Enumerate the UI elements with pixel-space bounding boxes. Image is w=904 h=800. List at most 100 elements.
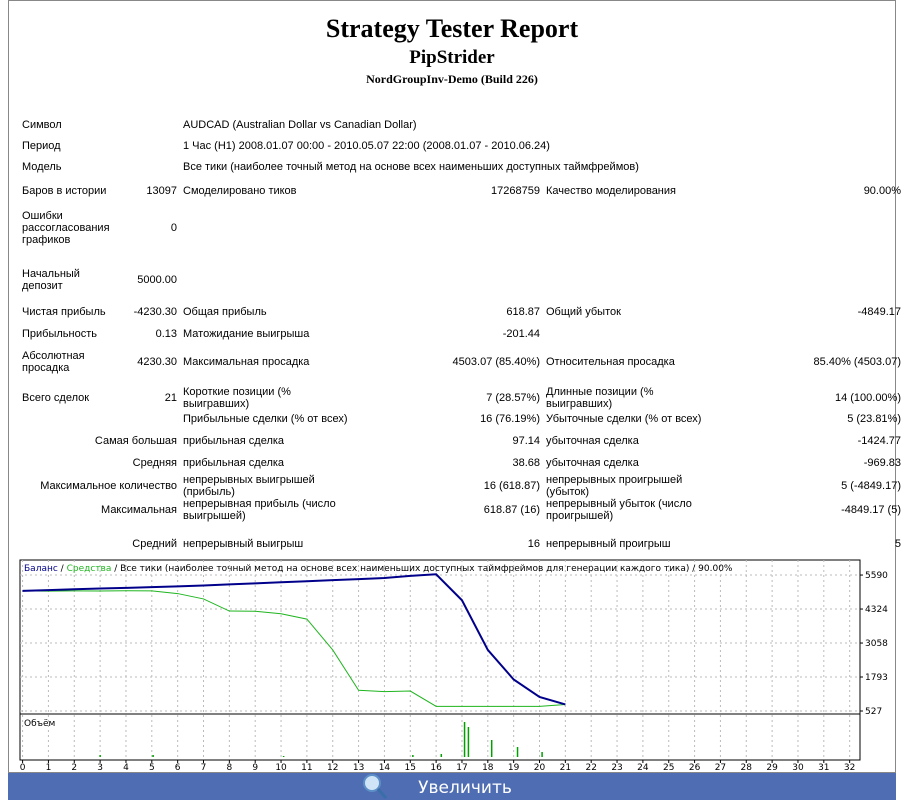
x-tick-label: 11 [301, 763, 312, 773]
metric-value: -4849.17 (5) [841, 504, 901, 516]
row-value: 0 [170, 222, 177, 234]
x-tick-label: 19 [508, 763, 520, 773]
row-value: 5000.00 [137, 274, 177, 286]
report-border [8, 0, 896, 773]
row-value: Самая большая [94, 435, 177, 447]
metric-value: 14 (100.00%) [834, 392, 901, 404]
metric-label: Все тики (наиболее точный метод на основ… [183, 161, 639, 173]
zoom-label[interactable]: Увеличить [418, 778, 512, 798]
x-tick-label: 6 [175, 763, 181, 773]
metric-label: Прибыльные сделки (% от всех) [183, 413, 348, 425]
metric-value: 38.68 [512, 457, 540, 469]
metric-label: убыточная сделка [546, 435, 639, 447]
metric-label: непрерывных выигрышей (прибыль) [183, 474, 315, 498]
row-label: Модель [22, 161, 62, 173]
x-tick-label: 20 [534, 763, 546, 773]
metric-value: 16 (618.87) [483, 480, 540, 492]
x-tick-label: 32 [844, 763, 855, 773]
x-tick-label: 14 [379, 763, 391, 773]
magnifier-icon [363, 774, 388, 799]
row-label: Период [22, 140, 61, 152]
chart-frame [19, 559, 861, 761]
x-tick-label: 23 [611, 763, 622, 773]
y-tick-label: 527 [865, 707, 882, 717]
y-tick-label: 1793 [865, 673, 888, 683]
x-tick-label: 31 [818, 763, 829, 773]
x-tick-label: 0 [20, 763, 26, 773]
chart-subtitle: / Все тики (наиболее точный метод на осн… [114, 564, 733, 574]
metric-label: Общий убыток [546, 306, 621, 318]
x-tick-label: 22 [585, 763, 596, 773]
row-value: 4230.30 [137, 356, 177, 368]
x-tick-label: 15 [405, 763, 416, 773]
metric-label: непрерывный проигрыш [546, 538, 671, 550]
expert-name: PipStrider [409, 47, 495, 68]
report-title: Strategy Tester Report [325, 14, 579, 43]
legend: Баланс / Средства / Все тики (наиболее т… [24, 564, 733, 574]
x-tick-label: 16 [430, 763, 442, 773]
series-line [22, 573, 566, 706]
legend-item: Баланс [24, 564, 58, 574]
metric-label: Максимальная просадка [183, 356, 310, 368]
metric-label: непрерывный выигрыш [183, 538, 304, 550]
volume-label: Объём [24, 719, 55, 729]
x-tick-label: 10 [275, 763, 287, 773]
metric-value: -4849.17 [857, 306, 901, 318]
metric-label: Качество моделирования [546, 185, 676, 197]
row-value: Максимальная [101, 504, 177, 516]
metric-value: 17268759 [491, 185, 540, 197]
metric-label: 1 Час (H1) 2008.01.07 00:00 - 2010.05.07… [183, 140, 550, 152]
row-label: Абсолютная просадка [22, 350, 85, 374]
x-tick-label: 27 [715, 763, 726, 773]
x-tick-label: 28 [741, 763, 753, 773]
row-value: Средний [132, 538, 177, 550]
legend-separator: / [61, 564, 65, 574]
metric-value: 618.87 (16) [483, 504, 540, 516]
x-tick-label: 4 [123, 763, 129, 773]
x-tick-label: 8 [226, 763, 232, 773]
server-name: NordGroupInv-Demo (Build 226) [366, 72, 538, 86]
row-label: Чистая прибыль [22, 306, 106, 318]
series-line [22, 590, 566, 707]
metric-value: -201.44 [502, 328, 540, 340]
metric-label: непрерывных проигрышей (убыток) [546, 474, 683, 498]
metric-value: 90.00% [863, 185, 901, 197]
zoom-bar[interactable] [8, 773, 896, 800]
metric-label: Общая прибыль [183, 306, 267, 318]
metric-value: 5 (23.81%) [847, 413, 901, 425]
x-tick-label: 5 [149, 763, 155, 773]
metric-value: 5 (-4849.17) [841, 480, 901, 492]
x-tick-label: 29 [766, 763, 778, 773]
metric-label: AUDCAD (Australian Dollar vs Canadian Do… [183, 119, 417, 131]
metric-value: 97.14 [512, 435, 540, 447]
metric-value: 7 (28.57%) [486, 392, 540, 404]
row-label: Начальный депозит [22, 268, 80, 292]
metric-label: Короткие позиции (% выигравших) [183, 386, 291, 410]
x-tick-label: 30 [792, 763, 804, 773]
metric-label: Длинные позиции (% выигравших) [546, 386, 654, 410]
metric-value: 5 [894, 538, 901, 550]
y-tick-label: 5590 [865, 571, 888, 581]
row-value: Средняя [132, 457, 177, 469]
legend-item: Средства [67, 564, 112, 574]
x-tick-label: 3 [97, 763, 103, 773]
x-tick-label: 12 [327, 763, 338, 773]
x-tick-label: 25 [663, 763, 674, 773]
metric-value: 16 [527, 538, 540, 550]
x-tick-label: 17 [456, 763, 467, 773]
metric-value: 4503.07 (85.40%) [452, 356, 540, 368]
metric-value: -1424.77 [857, 435, 901, 447]
metric-value: -969.83 [863, 457, 901, 469]
row-label: Прибыльность [22, 328, 97, 340]
x-tick-label: 24 [637, 763, 649, 773]
metric-label: Относительная просадка [546, 356, 675, 368]
row-label: Символ [22, 119, 62, 131]
x-tick-label: 9 [252, 763, 258, 773]
x-tick-label: 1 [46, 763, 52, 773]
row-value: Максимальное количество [40, 480, 177, 492]
row-label: Ошибки рассогласования графиков [22, 210, 110, 246]
x-tick-label: 13 [353, 763, 364, 773]
metric-value: 618.87 [506, 306, 540, 318]
row-value: 0.13 [155, 328, 177, 340]
